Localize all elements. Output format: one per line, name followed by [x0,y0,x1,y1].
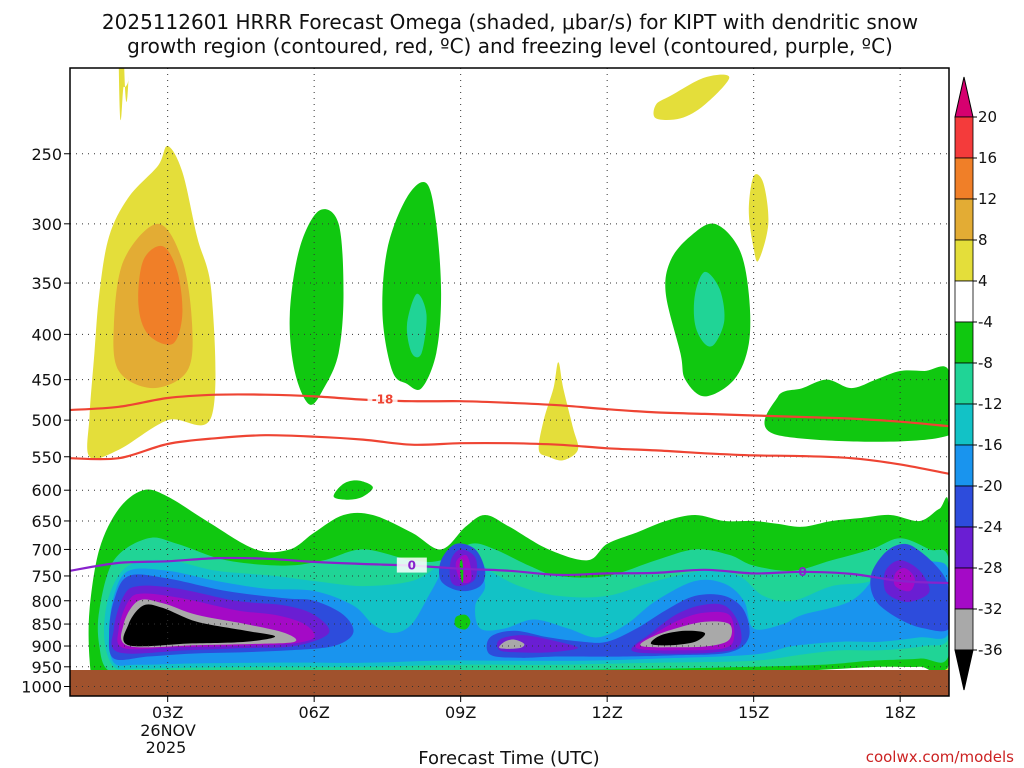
colorbar-label-13: -36 [978,641,1003,659]
colorbar-label-5: -4 [978,313,993,331]
omega-region-neg4 [333,480,373,500]
y-tick-label-900: 900 [31,637,62,656]
y-tick-label-600: 600 [31,481,62,500]
colorbar-box-2 [954,157,974,200]
x-axis-label: Forecast Time (UTC) [418,748,599,768]
y-tick-label-500: 500 [31,411,62,430]
y-tick-label-650: 650 [31,512,62,531]
omega-region-neg8 [693,271,725,347]
date-label-line1: 26NOV [140,721,196,740]
contour-label-bg-2 [396,557,427,573]
omega-region-neg32 [499,639,525,649]
colorbar-box-6 [954,321,974,364]
y-tick-label-800: 800 [31,592,62,611]
date-label-line2: 2025 [146,738,187,757]
colorbar-box-5 [954,280,974,323]
colorbar-label-10: -24 [978,518,1003,536]
contour-label-0: -18 [372,393,394,407]
omega-region-neg4 [459,559,464,583]
colorbar-box-1 [954,116,974,159]
y-axis: 250 300 350 400 450 500 550 600 650 700 750 800 850 9… [21,145,70,697]
colorbar-label-1: 16 [978,149,997,167]
colorbar-label-8: -16 [978,436,1003,454]
contour-label-2: 0 [408,559,416,573]
x-tick-label-09Z: 09Z [445,703,476,722]
colorbar-box-3 [954,198,974,241]
omega-region-neg8 [406,293,427,358]
colorbar-box-4 [954,239,974,282]
gridlines [70,68,949,696]
y-tick-label-950: 950 [31,658,62,677]
omega-region-4 [653,74,730,121]
colorbar-box-9 [954,444,974,487]
contour-line-2 [70,556,949,585]
y-tick-label-300: 300 [31,215,62,234]
y-tick-label-350: 350 [31,274,62,293]
omega-region-neg36 [650,630,706,646]
plot-frame [69,67,950,697]
colorbar-label-2: 12 [978,190,997,208]
omega-shading-layer [78,68,949,689]
colorbar-label-6: -8 [978,354,993,372]
y-tick-label-750: 750 [31,567,62,586]
colorbar-label-0: 20 [978,108,997,126]
plot-area: -18 0 0 [70,68,949,696]
chart-title-line1: 2025112601 HRRR Forecast Omega (shaded, … [102,10,918,34]
colorbar-label-3: 8 [978,231,988,249]
ground-fill [70,670,949,696]
omega-region-4 [538,362,579,461]
omega-region-neg4 [454,614,471,630]
colorbar-label-7: -12 [978,395,1003,413]
colorbar-box-8 [954,403,974,446]
colorbar-box-10 [954,485,974,528]
colorbar-top-arrow [954,76,974,118]
colorbar-label-11: -28 [978,559,1003,577]
omega-region-4 [748,174,769,262]
x-tick-label-18Z: 18Z [885,703,916,722]
contour-label-2-b: 0 [798,565,806,579]
omega-region-neg4 [289,209,344,405]
x-tick-label-06Z: 06Z [299,703,330,722]
colorbar-box-12 [954,567,974,610]
contour-label-bg-0 [367,391,398,407]
omega-region-neg4 [382,182,442,390]
omega-region-12 [138,245,183,345]
colorbar-box-13 [954,608,974,651]
contour-layer: -18 0 0 [70,391,949,585]
y-tick-label-1000: 1000 [21,678,62,697]
x-tick-label-12Z: 12Z [592,703,623,722]
x-tick-label-15Z: 15Z [738,703,769,722]
colorbar-label-4: 4 [978,272,988,290]
y-tick-label-400: 400 [31,325,62,344]
colorbar-label-12: -32 [978,600,1003,618]
contour-line-0 [70,393,949,428]
omega-region-4 [118,68,129,121]
colorbar-label-9: -20 [978,477,1003,495]
colorbar: 20 16 12 8 4 -4 -8 -12 -16 -20 -24 -28 -32 -36 [954,76,1003,691]
omega-region-neg36 [123,604,276,647]
y-tick-label-250: 250 [31,145,62,164]
colorbar-box-7 [954,362,974,405]
y-tick-label-550: 550 [31,448,62,467]
contour-line-1 [70,434,949,475]
chart-title-line2: growth region (contoured, red, ºC) and f… [127,34,893,58]
y-tick-label-450: 450 [31,371,62,390]
credit-text: coolwx.com/models [866,748,1014,766]
omega-region-neg28 [893,568,915,592]
colorbar-box-11 [954,526,974,569]
y-tick-label-700: 700 [31,540,62,559]
x-axis: 03Z 06Z 09Z 12Z 15Z 18Z [152,696,916,722]
y-tick-label-850: 850 [31,615,62,634]
x-tick-label-03Z: 03Z [152,703,183,722]
colorbar-bottom-arrow [954,649,974,691]
